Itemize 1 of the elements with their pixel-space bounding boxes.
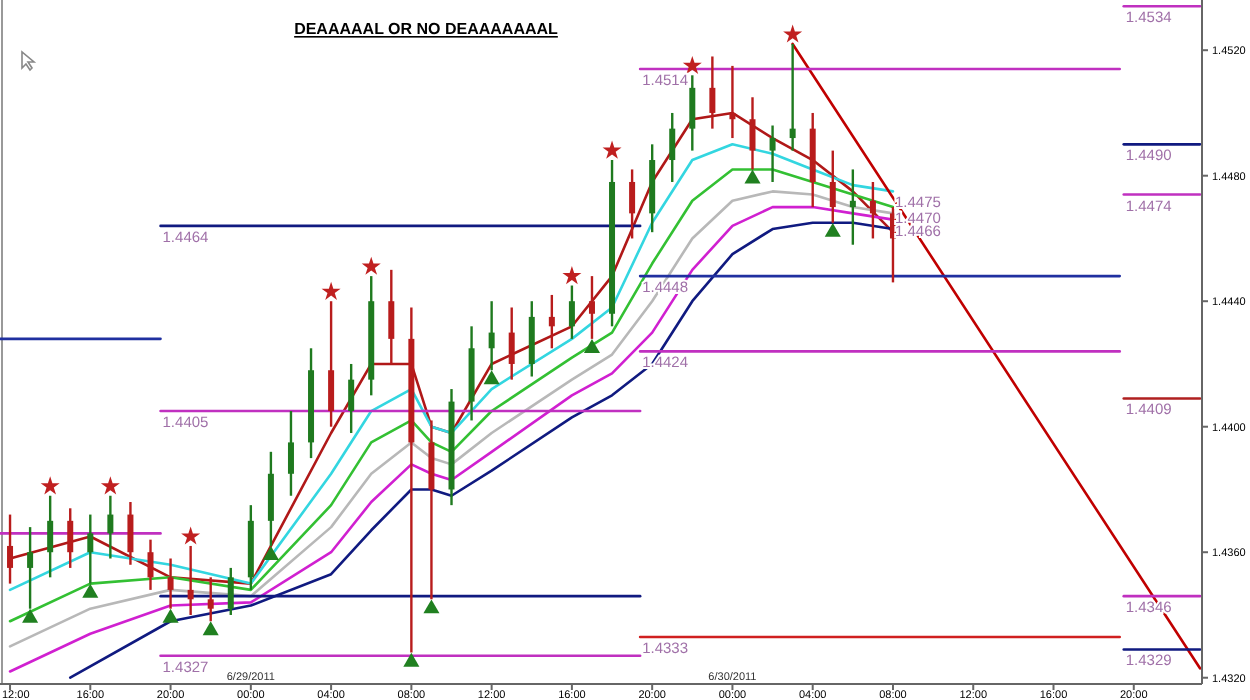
text: DEAAAAAL OR NO DEAAAAAAAL — [294, 20, 559, 38]
